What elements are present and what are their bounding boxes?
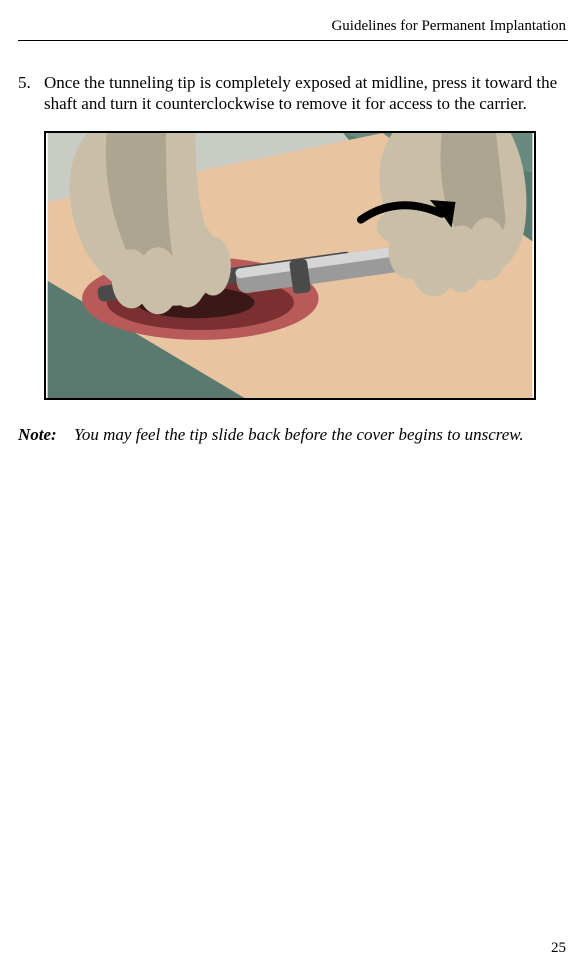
page-content: 5. Once the tunneling tip is completely … bbox=[18, 72, 566, 445]
header-rule bbox=[18, 40, 568, 41]
step-text: Once the tunneling tip is completely exp… bbox=[44, 72, 566, 115]
page-header: Guidelines for Permanent Implantation bbox=[20, 18, 566, 35]
note-label: Note: bbox=[18, 424, 74, 445]
page-number: 25 bbox=[551, 940, 566, 957]
step-number: 5. bbox=[18, 72, 44, 93]
step-5: 5. Once the tunneling tip is completely … bbox=[18, 72, 566, 115]
note-text: You may feel the tip slide back before t… bbox=[74, 424, 566, 445]
procedure-figure bbox=[44, 131, 536, 400]
figure-illustration bbox=[46, 133, 534, 398]
note: Note: You may feel the tip slide back be… bbox=[18, 424, 566, 445]
header-title: Guidelines for Permanent Implantation bbox=[331, 18, 566, 34]
